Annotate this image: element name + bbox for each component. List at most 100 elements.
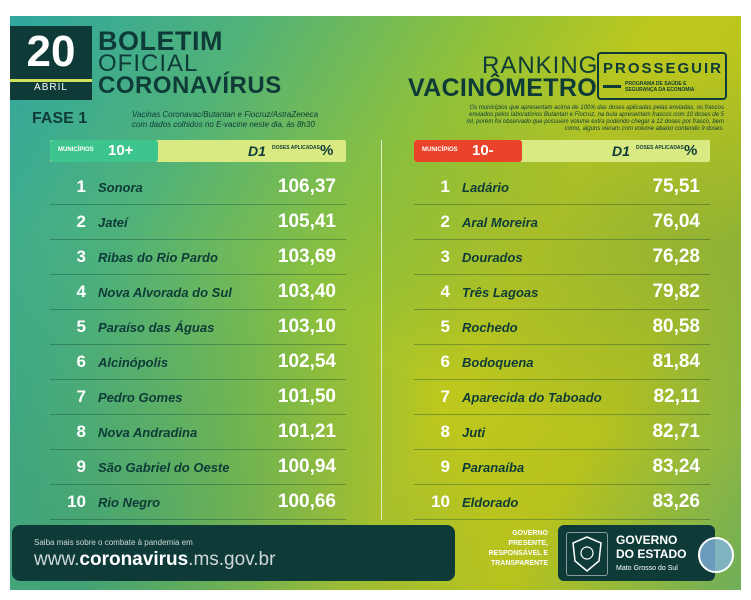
gov-slogan-line: TRANSPARENTE xyxy=(490,560,548,567)
rank-number: 6 xyxy=(76,352,86,371)
right-note: Os municípios que apresentam acima de 10… xyxy=(466,105,724,132)
bulletin-card: 20 ABRIL BOLETIM OFICIAL CORONAVÍRUS RAN… xyxy=(10,16,741,590)
table-row: 1 Ladário 75,51 xyxy=(414,170,710,205)
phase-label: FASE 1 xyxy=(32,110,88,127)
rank-number: 3 xyxy=(76,247,86,266)
prosseguir-logo: PROSSEGUIR PROGRAMA DE SAÚDE E SEGURANÇA… xyxy=(597,52,727,100)
rank-number: 8 xyxy=(76,422,86,441)
dose-percentage: 105,41 xyxy=(277,211,336,232)
rank-number: 3 xyxy=(440,247,450,266)
rank-number: 2 xyxy=(76,212,86,231)
municipality-name: Paranaíba xyxy=(462,460,525,475)
table-row: 6 Alcinópolis 102,54 xyxy=(50,345,346,380)
rank-number: 6 xyxy=(440,352,450,371)
ranking-title: RANKING xyxy=(482,52,599,79)
municipality-name: Jateí xyxy=(98,215,128,230)
tag-small: MUNICÍPIOS xyxy=(422,147,458,153)
dose-percentage: 102,54 xyxy=(277,351,336,372)
municipality-name: Três Lagoas xyxy=(462,285,539,300)
logo-bar xyxy=(603,85,621,88)
dose-percentage: 103,10 xyxy=(277,316,336,337)
dose-percentage: 100,94 xyxy=(277,456,336,477)
municipality-name: Rochedo xyxy=(462,320,518,335)
municipality-name: Ladário xyxy=(462,180,509,195)
gov-slogan: GOVERNO PRESENTE, RESPONSÁVEL E TRANSPAR… xyxy=(462,529,548,569)
table-row: 8 Juti 82,71 xyxy=(414,415,710,450)
table-row: 5 Paraíso das Águas 103,10 xyxy=(50,310,346,345)
municipality-name: Ribas do Rio Pardo xyxy=(98,250,218,265)
phase-note: Vacinas Coronavac/Butantan e Fiocruz/Ast… xyxy=(132,110,319,129)
url-bold: coronavirus xyxy=(79,549,189,570)
percent-label: % xyxy=(320,142,334,159)
gov-slogan-line: GOVERNO xyxy=(512,530,548,537)
tag-big: 10+ xyxy=(108,142,134,159)
footer-link-box: Saiba mais sobre o combate à pandemia em… xyxy=(12,525,455,581)
table-row: 6 Bodoquena 81,84 xyxy=(414,345,710,380)
table-row: 7 Pedro Gomes 101,50 xyxy=(50,380,346,415)
dose-percentage: 75,51 xyxy=(652,176,700,197)
table-row: 3 Ribas do Rio Pardo 103,69 xyxy=(50,240,346,275)
gov-slogan-line: PRESENTE, xyxy=(508,540,548,547)
municipality-name: Eldorado xyxy=(462,495,519,510)
top-ranking-list: 1 Sonora 106,37 2 Jateí 105,41 3 Ribas do Rio P… xyxy=(50,170,346,520)
municipality-name: Aral Moreira xyxy=(462,215,538,230)
municipality-name: Bodoquena xyxy=(462,355,534,370)
municipality-name: Juti xyxy=(462,425,486,440)
table-row: 3 Dourados 76,28 xyxy=(414,240,710,275)
d1-label: D1 xyxy=(612,143,630,159)
dose-percentage: 76,28 xyxy=(652,246,700,267)
dose-percentage: 103,69 xyxy=(277,246,336,267)
rank-number: 7 xyxy=(76,387,86,406)
dose-percentage: 80,58 xyxy=(652,316,700,337)
municipality-name: Nova Alvorada do Sul xyxy=(98,285,232,300)
date-box: 20 ABRIL xyxy=(10,26,92,100)
gov-title-line: GOVERNO xyxy=(616,533,678,547)
table-row: 10 Eldorado 83,26 xyxy=(414,485,710,520)
doses-label: DOSES APLICADAS xyxy=(272,145,320,151)
municipality-name: Dourados xyxy=(462,250,523,265)
municipality-name: Paraíso das Águas xyxy=(98,320,215,335)
rank-number: 4 xyxy=(76,282,86,301)
municipality-name: Alcinópolis xyxy=(98,355,169,370)
date-day: 20 xyxy=(26,27,76,76)
top-tag: MUNICÍPIOS 10+ xyxy=(50,140,158,162)
dose-percentage: 81,84 xyxy=(652,351,700,372)
bottom-tag: MUNICÍPIOS 10- xyxy=(414,140,522,162)
municipality-name: São Gabriel do Oeste xyxy=(98,460,230,475)
percent-label: % xyxy=(684,142,698,159)
logo-text: PROSSEGUIR xyxy=(603,60,724,77)
table-row: 4 Nova Alvorada do Sul 103,40 xyxy=(50,275,346,310)
rank-number: 10 xyxy=(431,492,450,511)
dose-percentage: 76,04 xyxy=(652,211,700,232)
municipality-name: Rio Negro xyxy=(98,495,161,510)
municipality-name: Nova Andradina xyxy=(98,425,198,440)
rank-number: 1 xyxy=(76,177,86,196)
dose-percentage: 106,37 xyxy=(277,176,336,197)
rank-number: 10 xyxy=(67,492,86,511)
state-seal-icon xyxy=(566,532,608,576)
rank-number: 7 xyxy=(440,387,450,406)
date-accent-bar xyxy=(10,79,92,82)
table-row: 7 Aparecida do Taboado 82,11 xyxy=(414,380,710,415)
table-row: 5 Rochedo 80,58 xyxy=(414,310,710,345)
dose-percentage: 83,26 xyxy=(652,491,700,512)
table-row: 9 São Gabriel do Oeste 100,94 xyxy=(50,450,346,485)
dose-percentage: 83,24 xyxy=(652,456,700,477)
rank-number: 2 xyxy=(440,212,450,231)
municipality-name: Sonora xyxy=(98,180,143,195)
url-prefix: www. xyxy=(34,549,80,570)
dose-percentage: 100,66 xyxy=(277,491,336,512)
rank-number: 5 xyxy=(76,317,86,336)
bottom-ranking-list: 1 Ladário 75,51 2 Aral Moreira 76,04 3 Dourados… xyxy=(414,170,710,520)
table-row: 2 Aral Moreira 76,04 xyxy=(414,205,710,240)
rank-number: 1 xyxy=(440,177,450,196)
rank-number: 4 xyxy=(440,282,450,301)
rank-number: 9 xyxy=(440,457,450,476)
column-divider xyxy=(381,140,382,520)
table-row: 9 Paranaíba 83,24 xyxy=(414,450,710,485)
table-row: 2 Jateí 105,41 xyxy=(50,205,346,240)
dose-percentage: 103,40 xyxy=(277,281,336,302)
gov-state: Mato Grosso do Sul xyxy=(616,565,678,572)
footer-url[interactable]: www.coronavirus.ms.gov.br xyxy=(34,549,275,571)
title-oficial: OFICIAL xyxy=(98,50,199,77)
